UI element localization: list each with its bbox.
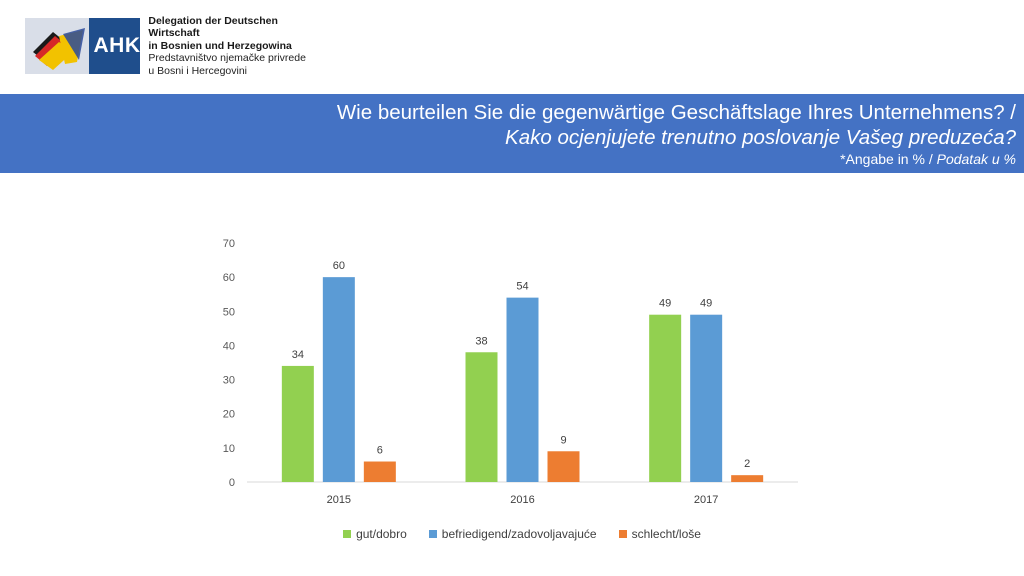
y-tick-label: 70 xyxy=(223,238,235,250)
data-label: 2 xyxy=(744,458,750,470)
title-german: Wie beurteilen Sie die gegenwärtige Gesc… xyxy=(336,101,1016,124)
units-note: *Angabe in % / Podatak u % xyxy=(0,150,1016,168)
y-tick-label: 20 xyxy=(223,409,235,421)
y-tick-label: 40 xyxy=(223,340,235,352)
logo: AHK Delegation der Deutschen Wirtschaft … xyxy=(25,14,325,77)
legend-label: gut/dobro xyxy=(356,527,407,541)
legend-label: schlecht/loše xyxy=(631,527,701,541)
title-bosnian: Kako ocjenjujete trenutno poslovanje Vaš… xyxy=(505,126,1016,149)
logo-mark: AHK xyxy=(25,18,141,74)
bar xyxy=(322,277,355,482)
legend-item: schlecht/loše xyxy=(618,527,701,541)
logo-line-4: u Bosni i Hercegovini xyxy=(148,64,248,77)
legend-swatch xyxy=(428,530,437,538)
legend-label: befriedigend/zadovoljavajuće xyxy=(441,527,597,541)
bar xyxy=(649,314,682,482)
title-banner: Wie beurteilen Sie die gegenwärtige Gesc… xyxy=(0,94,1024,173)
legend-swatch xyxy=(343,530,352,538)
y-tick-label: 50 xyxy=(223,306,235,318)
logo-line-1: Delegation der Deutschen Wirtschaft xyxy=(148,14,278,40)
x-tick-label: 2015 xyxy=(327,494,351,506)
flag-emblem-icon xyxy=(33,28,85,70)
bar xyxy=(506,297,539,482)
data-label: 49 xyxy=(659,298,671,310)
y-tick-label: 0 xyxy=(229,477,235,489)
units-note-bosnian: Podatak u % xyxy=(936,151,1016,167)
legend-swatch xyxy=(618,530,627,538)
y-tick-label: 30 xyxy=(223,375,235,387)
legend-item: befriedigend/zadovoljavajuće xyxy=(428,527,597,541)
units-note-german: *Angabe in % / xyxy=(840,151,937,167)
y-tick-label: 60 xyxy=(223,272,235,284)
bar xyxy=(465,352,498,482)
y-tick-label: 10 xyxy=(223,443,235,455)
data-label: 54 xyxy=(516,281,528,293)
logo-line-2: in Bosnien und Herzegowina xyxy=(148,39,292,52)
data-label: 34 xyxy=(292,349,304,361)
bar xyxy=(281,365,314,482)
logo-text: Delegation der Deutschen Wirtschaft in B… xyxy=(148,14,325,77)
logo-line-3: Predstavništvo njemačke privrede xyxy=(148,52,306,65)
bar xyxy=(547,451,580,482)
bar xyxy=(731,475,764,482)
legend-item: gut/dobro xyxy=(343,527,407,541)
x-tick-label: 2017 xyxy=(694,494,718,506)
bar xyxy=(690,314,723,482)
logo-ahk-mark: AHK xyxy=(89,18,141,74)
legend: gut/dobro befriedigend/zadovoljavajuće sch… xyxy=(0,527,1024,541)
data-label: 9 xyxy=(560,434,566,446)
x-tick-label: 2016 xyxy=(510,494,534,506)
data-label: 49 xyxy=(700,298,712,310)
data-label: 38 xyxy=(475,335,487,347)
data-label: 60 xyxy=(333,260,345,272)
bar xyxy=(363,461,396,482)
data-label: 6 xyxy=(377,445,383,457)
